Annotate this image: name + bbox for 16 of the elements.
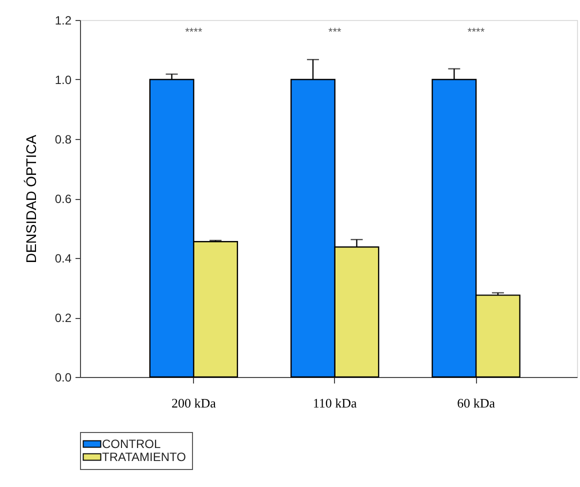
y-tick-label: 0.2 bbox=[54, 311, 72, 325]
y-tick-label: 0.6 bbox=[54, 192, 72, 206]
x-tick-label: 200 kDa bbox=[171, 396, 216, 410]
y-tick-label: 0.8 bbox=[54, 132, 72, 146]
y-tick-label: 0.4 bbox=[54, 252, 72, 266]
y-tick-label: 0.0 bbox=[54, 370, 72, 384]
y-axis-title: DENSIDAD ÓPTICA bbox=[22, 134, 39, 264]
x-tick-label: 110 kDa bbox=[312, 396, 358, 410]
annotation: **** bbox=[185, 26, 203, 38]
legend-label: TRATAMIENTO bbox=[102, 450, 186, 464]
annotation: *** bbox=[328, 26, 342, 38]
annotation: **** bbox=[467, 26, 486, 38]
y-tick-label: 1.0 bbox=[54, 73, 72, 87]
y-tick-label: 1.2 bbox=[54, 14, 72, 28]
legend-label: CONTROL bbox=[102, 437, 161, 451]
x-tick-label: 60 kDa bbox=[457, 396, 496, 410]
